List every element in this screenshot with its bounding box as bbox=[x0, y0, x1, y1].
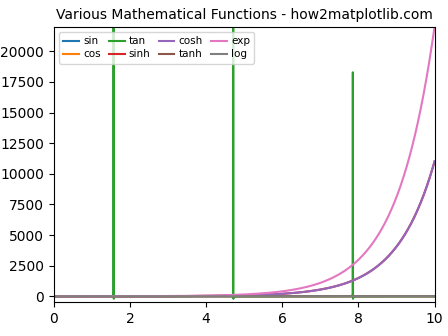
sin bbox=[432, 294, 437, 298]
log bbox=[236, 294, 241, 298]
cos bbox=[432, 294, 437, 298]
sinh bbox=[421, 194, 426, 198]
exp bbox=[421, 92, 426, 96]
log bbox=[421, 294, 426, 298]
cos bbox=[226, 294, 232, 298]
sinh bbox=[236, 293, 241, 297]
exp bbox=[226, 293, 232, 297]
cosh bbox=[236, 293, 241, 297]
cos bbox=[51, 294, 56, 298]
Line: sinh: sinh bbox=[54, 161, 435, 296]
Line: tan: tan bbox=[54, 27, 435, 299]
sin bbox=[226, 294, 232, 298]
tan bbox=[237, 294, 242, 298]
sinh bbox=[51, 294, 56, 298]
tan bbox=[226, 294, 232, 298]
Legend: sin, cos, tan, sinh, cosh, tanh, exp, log: sin, cos, tan, sinh, cosh, tanh, exp, lo… bbox=[59, 32, 254, 64]
tanh bbox=[432, 294, 437, 298]
cos bbox=[351, 294, 357, 298]
tan bbox=[111, 25, 116, 29]
sinh bbox=[432, 159, 437, 163]
sin bbox=[111, 294, 116, 298]
sinh bbox=[70, 294, 76, 298]
cos bbox=[421, 294, 426, 298]
exp bbox=[432, 25, 437, 29]
log bbox=[421, 294, 426, 298]
exp bbox=[351, 262, 356, 266]
cos bbox=[421, 294, 426, 298]
Line: cosh: cosh bbox=[54, 161, 435, 296]
sinh bbox=[351, 278, 356, 282]
cos bbox=[237, 294, 242, 298]
exp bbox=[236, 293, 241, 297]
cosh bbox=[432, 159, 437, 163]
sinh bbox=[226, 294, 232, 298]
sin bbox=[237, 294, 242, 298]
tan bbox=[70, 294, 76, 298]
sin bbox=[421, 294, 426, 298]
cosh bbox=[51, 294, 56, 298]
tanh bbox=[351, 294, 356, 298]
sin bbox=[231, 294, 236, 298]
tanh bbox=[236, 294, 241, 298]
log bbox=[351, 294, 356, 298]
exp bbox=[421, 93, 426, 97]
tan bbox=[421, 294, 426, 298]
log bbox=[70, 294, 76, 298]
exp bbox=[51, 294, 56, 298]
tan bbox=[421, 294, 426, 298]
tan bbox=[432, 294, 437, 298]
cosh bbox=[421, 194, 426, 198]
log bbox=[226, 294, 232, 298]
Line: exp: exp bbox=[54, 27, 435, 296]
sin bbox=[51, 294, 56, 298]
tan bbox=[350, 297, 356, 301]
tanh bbox=[226, 294, 232, 298]
tanh bbox=[421, 294, 426, 298]
cosh bbox=[421, 193, 426, 197]
Title: Various Mathematical Functions - how2matplotlib.com: Various Mathematical Functions - how2mat… bbox=[56, 7, 433, 22]
tanh bbox=[421, 294, 426, 298]
cosh bbox=[351, 278, 356, 282]
sin bbox=[421, 294, 426, 298]
log bbox=[432, 294, 437, 298]
sinh bbox=[421, 193, 426, 197]
tan bbox=[351, 295, 357, 299]
cosh bbox=[226, 294, 232, 298]
cos bbox=[70, 294, 76, 298]
cos bbox=[171, 294, 176, 298]
tanh bbox=[70, 294, 76, 298]
sin bbox=[70, 294, 76, 298]
tanh bbox=[51, 294, 56, 298]
tan bbox=[51, 294, 56, 298]
sin bbox=[351, 294, 357, 298]
exp bbox=[70, 294, 76, 298]
cosh bbox=[70, 294, 76, 298]
